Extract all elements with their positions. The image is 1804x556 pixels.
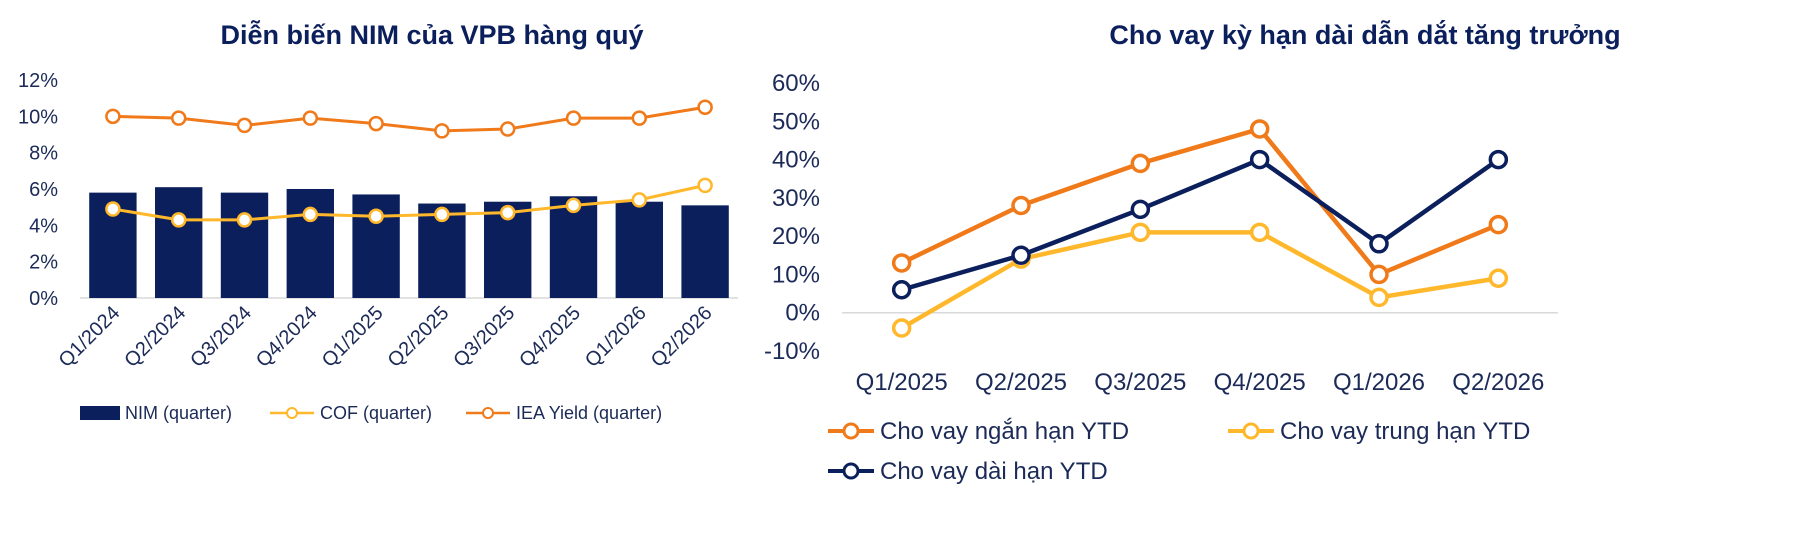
chart1-series-point (434, 123, 450, 139)
chart1-x-tick-label: Q3/2024 (186, 302, 256, 372)
chart2-series-point (1249, 149, 1270, 170)
chart2-x-tick-label: Q1/2026 (1333, 369, 1425, 396)
chart2-series-point (1488, 149, 1509, 170)
chart2-series-point (1249, 222, 1270, 243)
chart2-y-tick-label: 30% (772, 185, 820, 212)
chart1-series-point (697, 177, 713, 194)
chart2-series-point (891, 318, 912, 338)
chart2-series-point (1130, 153, 1151, 174)
chart1-series-point (236, 212, 253, 228)
chart1-series-point (565, 197, 582, 214)
chart1-x-tick-label: Q1/2024 (55, 302, 125, 372)
chart1-series-point (105, 108, 121, 125)
chart1-nim-bar (155, 187, 203, 298)
chart2-series-line (900, 230, 1499, 330)
chart1-legend-swatch (80, 406, 120, 420)
chart2-legend-label: Cho vay dài hạn YTD (880, 458, 1108, 485)
chart1-y-tick-label: 8% (29, 143, 58, 165)
chart1-x-tick-label: Q2/2025 (384, 302, 454, 372)
chart1-series-point (170, 110, 187, 126)
chart2-series-line (901, 157, 1500, 292)
chart1-nim-bar (549, 196, 598, 298)
chart1-y-tick-label: 10% (18, 106, 58, 128)
chart1-y-tick-label: 6% (29, 179, 58, 201)
chart1-nim-bar (681, 205, 729, 298)
chart2-series-point (1011, 195, 1031, 216)
chart2-y-tick-label: 10% (772, 261, 820, 288)
chart1-series-point (631, 110, 648, 126)
chart2-x-tick-label: Q2/2025 (975, 369, 1067, 396)
chart1-title: Diễn biến NIM của VPB hàng quý (220, 19, 643, 50)
chart1-legend-label: IEA Yield (quarter) (516, 403, 662, 423)
chart1-nim-bar (220, 192, 269, 298)
loan-growth-chart: Cho vay kỳ hạn dài dẫn dắt tăng trưởng -… (764, 19, 1621, 485)
chart1-series-point (499, 204, 516, 221)
chart2-series-point (891, 253, 912, 273)
chart1-series-line (112, 183, 706, 222)
chart1-y-tick-label: 0% (29, 288, 58, 310)
chart1-y-tick-label: 2% (29, 252, 58, 274)
chart1-series-point (302, 110, 319, 126)
chart1-series-point (302, 206, 319, 223)
chart1-series-point (697, 99, 713, 115)
chart2-x-tick-label: Q4/2025 (1214, 369, 1306, 396)
chart2-series-point (1130, 222, 1151, 243)
chart2-y-tick-label: 20% (772, 223, 820, 250)
chart2-y-tick-label: 50% (772, 108, 820, 135)
chart1-series-point (170, 212, 187, 228)
chart2-x-tick-label: Q2/2026 (1452, 369, 1544, 396)
chart1-x-tick-label: Q3/2025 (449, 302, 519, 372)
chart1-x-tick-label: Q2/2026 (647, 302, 717, 372)
chart1-y-tick-label: 12% (18, 70, 58, 92)
chart1-legend-marker (482, 407, 494, 419)
nim-chart: Diễn biến NIM của VPB hàng quý 0% 2% 4% 6% 8… (18, 19, 738, 423)
chart1-x-tick-label: Q4/2025 (515, 302, 585, 372)
chart1-series-point (368, 115, 384, 132)
chart1-x-tick-label: Q2/2024 (120, 302, 190, 372)
chart1-nim-bar (615, 201, 663, 298)
chart1-x-tick-label: Q4/2024 (252, 302, 322, 372)
chart1-legend-label: COF (quarter) (320, 403, 432, 423)
chart2-y-tick-label: -10% (764, 338, 820, 365)
chart2-series-point (1369, 287, 1389, 308)
chart1-legend-label: NIM (quarter) (125, 403, 232, 423)
chart2-y-tick-label: 60% (772, 70, 820, 97)
chart2-x-tick-label: Q1/2025 (856, 369, 948, 396)
chart2-series-point (1369, 234, 1389, 254)
chart2-series-line (900, 126, 1500, 278)
chart2-series-point (1130, 199, 1151, 220)
chart2-series-point (1488, 268, 1509, 289)
chart2-legend-marker (1242, 422, 1260, 440)
chart1-series-point (105, 201, 121, 217)
chart1-x-tick-label: Q1/2025 (318, 302, 388, 372)
chart2-y-tick-label: 40% (772, 147, 820, 174)
chart1-legend-marker (286, 407, 298, 419)
chart2-legend-label: Cho vay trung hạn YTD (1280, 418, 1530, 445)
chart1-series-point (368, 208, 384, 224)
chart2-legend-label: Cho vay ngắn hạn YTD (880, 418, 1129, 445)
chart2-series-point (1249, 119, 1270, 139)
chart2-title: Cho vay kỳ hạn dài dẫn dắt tăng trưởng (1109, 19, 1620, 50)
chart1-series-point (434, 206, 450, 223)
chart2-series-point (1011, 245, 1031, 266)
chart2-series-point (1488, 214, 1509, 235)
chart1-y-tick-label: 4% (29, 215, 58, 237)
chart1-series-point (236, 117, 253, 134)
chart2-legend-marker (842, 422, 860, 440)
chart2-legend-marker (842, 462, 860, 480)
chart1-nim-bar (286, 189, 334, 298)
chart2-series-point (891, 279, 912, 300)
chart1-x-tick-label: Q1/2026 (581, 302, 651, 372)
chart1-series-line (112, 105, 706, 133)
chart2-series-point (1369, 264, 1389, 285)
chart1-series-point (631, 192, 648, 208)
chart2-x-tick-label: Q3/2025 (1094, 369, 1186, 396)
chart2-y-tick-label: 0% (785, 300, 820, 327)
chart1-series-point (565, 110, 582, 126)
chart1-series-point (499, 121, 516, 137)
